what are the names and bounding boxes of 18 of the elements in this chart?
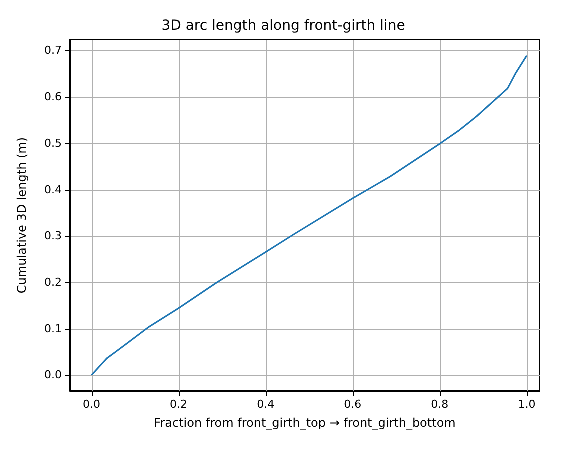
x-axis-title: Fraction from front_girth_top → front_girth_bottom	[154, 416, 456, 430]
x-tick-label: 0.4	[257, 398, 275, 411]
y-tick-label: 0.1	[44, 322, 62, 336]
y-tick-label: 0.6	[44, 90, 62, 104]
y-tick-label: 0.0	[44, 368, 62, 382]
x-tick-label: 0.8	[431, 398, 449, 411]
chart-title: 3D arc length along front-girth line	[162, 18, 406, 34]
y-tick-label: 0.2	[44, 276, 62, 289]
x-tick-label: 1.0	[518, 398, 536, 411]
y-tick-label: 0.7	[44, 44, 62, 58]
x-tick-label: 0.0	[83, 398, 101, 411]
x-tick-label: 0.2	[170, 398, 188, 411]
y-tick-label: 0.4	[44, 183, 62, 196]
x-tick-label: 0.6	[344, 398, 362, 411]
line-series	[90, 54, 528, 376]
y-tick-label: 0.3	[44, 230, 62, 243]
y-tick-label: 0.5	[44, 136, 62, 150]
y-axis-title: Cumulative 3D length (m)	[15, 137, 29, 294]
